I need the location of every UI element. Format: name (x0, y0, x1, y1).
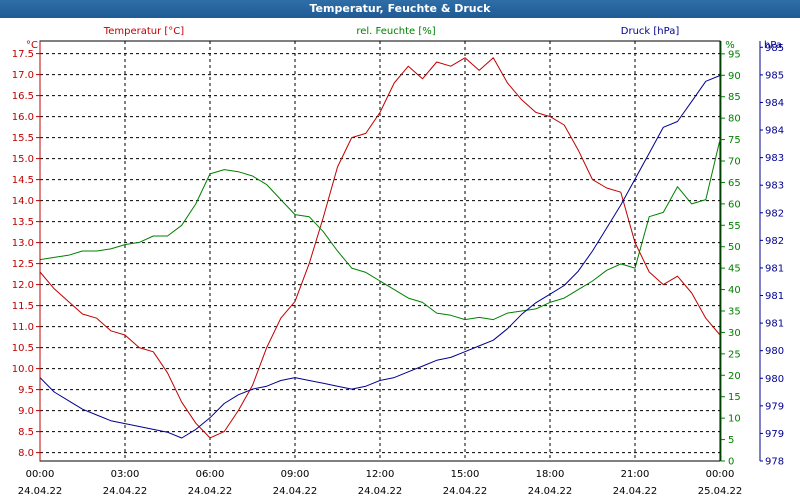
humidity-tick-label: 45 (728, 264, 741, 275)
temperature-tick-label: 16.0 (12, 112, 34, 123)
humidity-tick-label: 75 (728, 135, 741, 146)
x-tick-date: 24.04.22 (358, 486, 403, 497)
grid (39, 40, 721, 462)
humidity-tick-label: 30 (728, 328, 741, 339)
humidity-tick-label: 80 (728, 114, 741, 125)
x-tick-date: 24.04.22 (103, 486, 148, 497)
temperature-tick-label: 15.5 (12, 133, 34, 144)
humidity-tick-label: 70 (728, 157, 741, 168)
humidity-tick-label: 15 (728, 392, 741, 403)
pressure-tick-label: 980 (765, 346, 784, 357)
pressure-tick-label: 983 (765, 181, 784, 192)
temperature-tick-label: 14.0 (12, 196, 34, 207)
pressure-tick-label: 982 (765, 236, 784, 247)
pressure-tick-label: 984 (765, 126, 784, 137)
humidity-tick-label: 95 (728, 49, 741, 60)
x-tick-time: 00:00 (706, 469, 735, 480)
x-tick-time: 15:00 (451, 469, 480, 480)
pressure-tick-label: 984 (765, 98, 784, 109)
temperature-axis-title: Temperatur [°C] (103, 26, 184, 37)
humidity-tick-label: 35 (728, 307, 741, 318)
temperature-tick-label: 10.5 (12, 343, 34, 354)
x-tick-time: 06:00 (196, 469, 225, 480)
temperature-tick-label: 11.5 (12, 301, 34, 312)
x-tick-time: 03:00 (111, 469, 140, 480)
x-tick-time: 18:00 (536, 469, 565, 480)
pressure-tick-label: 985 (765, 43, 784, 54)
temperature-tick-label: 13.0 (12, 238, 34, 249)
temperature-tick-label: 8.0 (18, 448, 34, 459)
x-tick-time: 09:00 (281, 469, 310, 480)
temperature-tick-label: 11.0 (12, 322, 34, 333)
humidity-tick-label: 20 (728, 371, 741, 382)
humidity-axis-title: rel. Feuchte [%] (356, 26, 435, 37)
temperature-tick-label: 16.5 (12, 91, 34, 102)
chart-area: 00:00 24.04.22 03:00 24.04.22 06:00 24.04.22 0… (12, 26, 784, 497)
x-tick-date: 24.04.22 (528, 486, 573, 497)
x-tick-date: 24.04.22 (443, 486, 488, 497)
temperature-tick-label: 13.5 (12, 217, 34, 228)
x-tick-date: 24.04.22 (613, 486, 658, 497)
pressure-tick-label: 980 (765, 374, 784, 385)
temperature-tick-label: 8.5 (18, 427, 34, 438)
x-tick-time: 21:00 (621, 469, 650, 480)
humidity-tick-label: 85 (728, 92, 741, 103)
pressure-tick-label: 985 (765, 70, 784, 81)
pressure-series-line (39, 75, 721, 439)
humidity-unit-label: % (725, 40, 735, 51)
x-tick-date: 24.04.22 (273, 486, 318, 497)
temperature-tick-label: 17.0 (12, 70, 34, 81)
axes: 00:00 24.04.22 03:00 24.04.22 06:00 24.04.22 0… (12, 26, 784, 497)
temperature-tick-label: 15.0 (12, 154, 34, 165)
pressure-tick-label: 981 (765, 319, 784, 330)
humidity-tick-label: 60 (728, 199, 741, 210)
temperature-tick-label: 9.0 (18, 406, 34, 417)
temperature-series-line (39, 57, 721, 439)
temperature-tick-label: 17.5 (12, 49, 34, 60)
temperature-tick-label: 9.5 (18, 385, 34, 396)
pressure-axis-title: Druck [hPa] (621, 26, 680, 37)
humidity-tick-label: 55 (728, 221, 741, 232)
x-tick-time: 12:00 (366, 469, 395, 480)
pressure-tick-label: 981 (765, 263, 784, 274)
x-tick-time: 00:00 (26, 469, 55, 480)
pressure-tick-label: 983 (765, 153, 784, 164)
pressure-tick-label: 979 (765, 429, 784, 440)
humidity-tick-label: 65 (728, 178, 741, 189)
humidity-tick-label: 25 (728, 349, 741, 360)
humidity-tick-label: 0 (728, 457, 734, 468)
humidity-tick-label: 40 (728, 285, 741, 296)
temperature-tick-label: 10.0 (12, 364, 34, 375)
humidity-tick-label: 10 (728, 414, 741, 425)
pressure-unit-label: hPa (764, 40, 782, 51)
series-lines (39, 57, 721, 439)
temperature-unit-label: °C (26, 40, 38, 51)
humidity-tick-label: 5 (728, 435, 734, 446)
humidity-tick-label: 50 (728, 242, 741, 253)
pressure-tick-label: 979 (765, 401, 784, 412)
temperature-tick-label: 14.5 (12, 175, 34, 186)
x-tick-date: 24.04.22 (188, 486, 233, 497)
x-tick-date: 24.04.22 (18, 486, 63, 497)
humidity-series-line (39, 139, 721, 321)
temperature-tick-label: 12.0 (12, 280, 34, 291)
humidity-tick-label: 90 (728, 71, 741, 82)
pressure-tick-label: 982 (765, 208, 784, 219)
temperature-tick-label: 12.5 (12, 259, 34, 270)
x-tick-date: 25.04.22 (698, 486, 743, 497)
pressure-tick-label: 978 (765, 457, 784, 468)
pressure-tick-label: 981 (765, 291, 784, 302)
chart-title: Temperatur, Feuchte & Druck (0, 0, 800, 18)
